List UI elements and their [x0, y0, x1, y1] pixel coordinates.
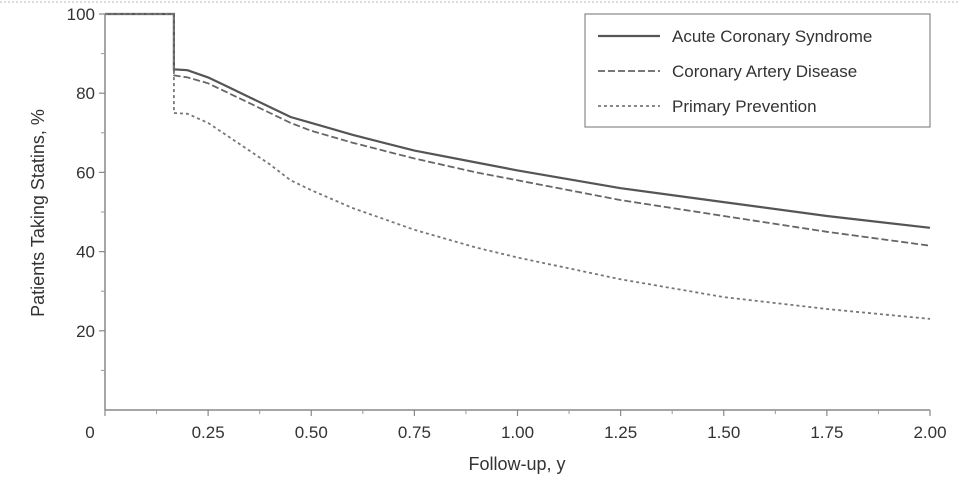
series-line-0: [105, 12, 931, 229]
x-tick-label: 0: [85, 423, 94, 442]
legend-label-0: Acute Coronary Syndrome: [672, 27, 872, 46]
x-axis-title: Follow-up, y: [468, 454, 565, 474]
y-tick-label: 80: [76, 84, 95, 103]
y-axis-title: Patients Taking Statins, %: [28, 109, 48, 317]
legend: Acute Coronary Syndrome Coronary Artery D…: [584, 13, 931, 128]
y-tick-label: 60: [76, 163, 95, 182]
x-tick-label: 1.00: [501, 423, 534, 442]
x-tick-label: 0.25: [192, 423, 225, 442]
x-tick-label: 1.25: [604, 423, 637, 442]
x-tick-label: 1.75: [810, 423, 843, 442]
x-tick-label: 2.00: [913, 423, 946, 442]
y-tick-label: 40: [76, 243, 95, 262]
x-tick-label: 0.50: [295, 423, 328, 442]
series-layer: [105, 12, 931, 320]
series-line-2: [105, 13, 931, 320]
legend-label-1: Coronary Artery Disease: [672, 62, 857, 81]
ticks-layer: 0 0.25 0.50 0.75 1.00 1.25 1.50 1.75 2.00 20 40 60 8…: [67, 5, 947, 442]
y-tick-label: 100: [67, 5, 95, 24]
series-line-1: [105, 13, 931, 247]
x-tick-label: 0.75: [398, 423, 431, 442]
x-tick-label: 1.50: [707, 423, 740, 442]
y-tick-label: 20: [76, 322, 95, 341]
legend-label-2: Primary Prevention: [672, 97, 817, 116]
